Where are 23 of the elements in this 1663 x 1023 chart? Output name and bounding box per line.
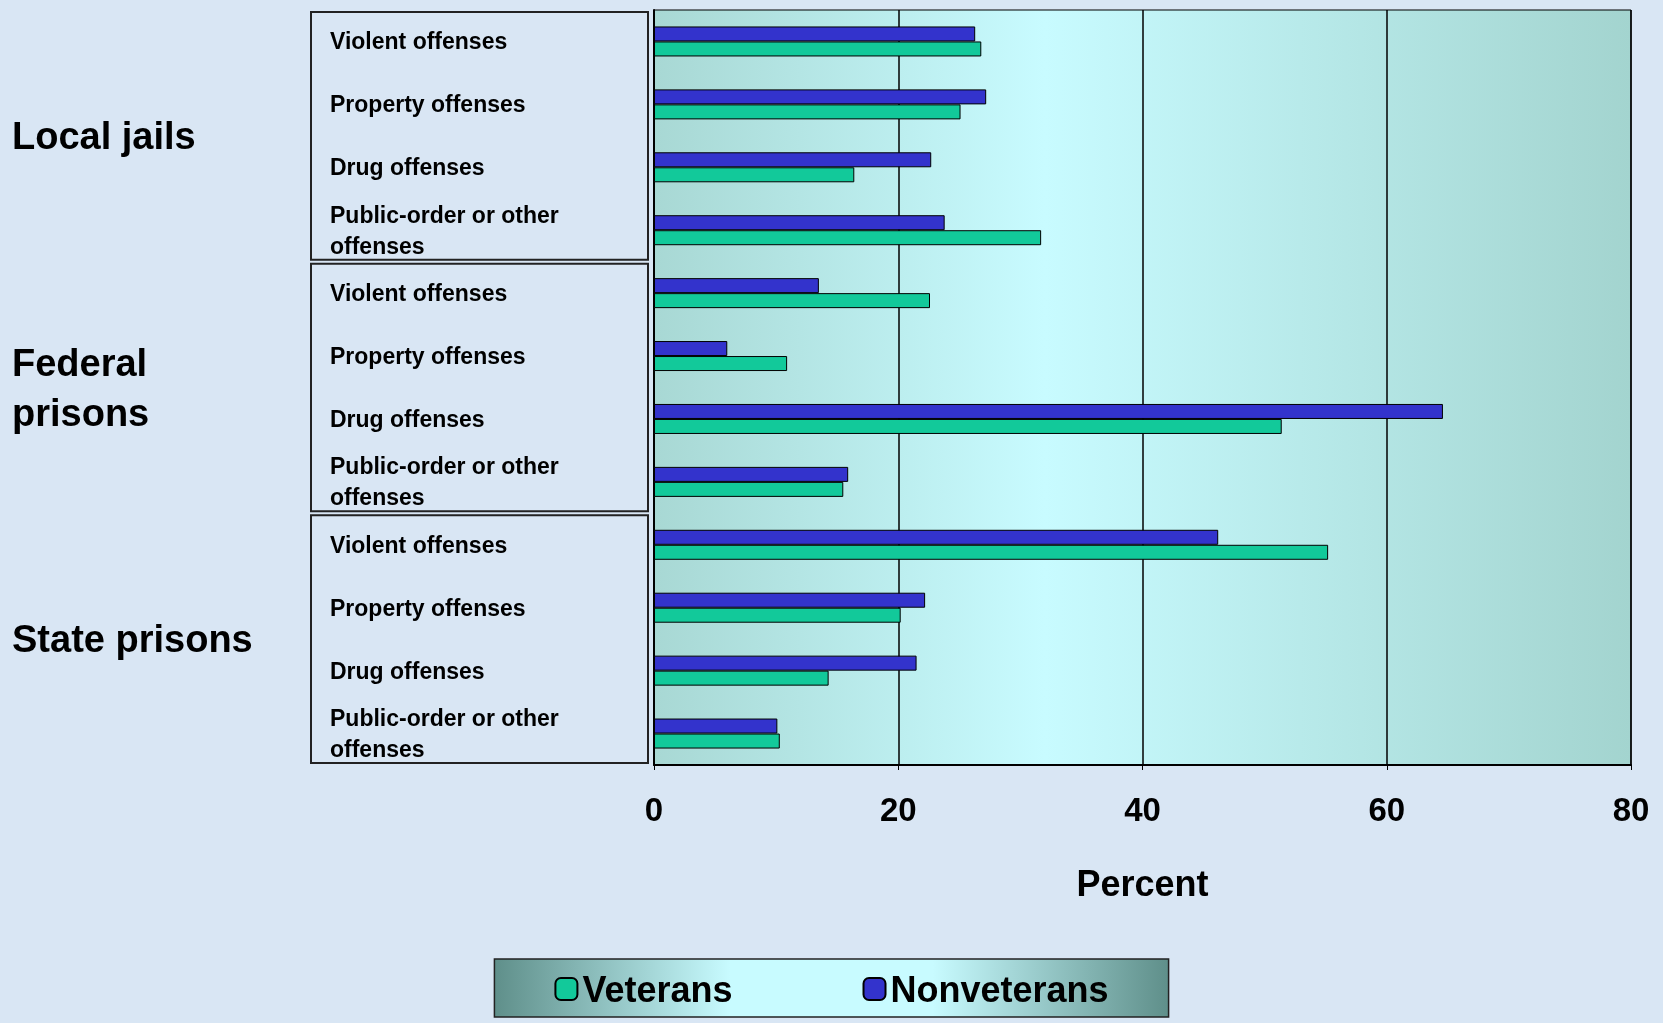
y-tick-label: Public-order or other offenses: [330, 705, 566, 763]
text: State prisons: [12, 618, 253, 661]
x-axis-title: Percent: [1076, 862, 1209, 904]
y-tick-label: Public-order or other offenses: [330, 453, 566, 511]
y-tick-label: Drug offenses: [330, 154, 485, 181]
y-tick-label: Violent offenses: [330, 28, 508, 55]
x-tick-label: 0: [644, 791, 664, 828]
y-tick-label: Property offenses: [330, 343, 526, 370]
legend-label: Veterans: [582, 968, 733, 1010]
y-tick-label: Drug offenses: [330, 405, 485, 432]
y-tick-label: Violent offenses: [330, 280, 508, 307]
y-tick-label: Violent offenses: [330, 531, 508, 558]
legend-label: Nonveterans: [890, 968, 1109, 1010]
x-tick-label: 80: [1612, 791, 1650, 828]
text: Local jails: [12, 114, 196, 157]
y-tick-label: Property offenses: [330, 594, 526, 621]
x-tick-label: 40: [1124, 791, 1161, 828]
y-tick-label: Drug offenses: [330, 657, 485, 684]
y-tick-label: Public-order or other offenses: [330, 201, 566, 259]
y-tick-label: Property offenses: [330, 91, 526, 118]
x-tick-label: 20: [879, 791, 917, 828]
text: Federal prisons: [12, 341, 158, 434]
x-tick-label: 60: [1368, 791, 1406, 828]
